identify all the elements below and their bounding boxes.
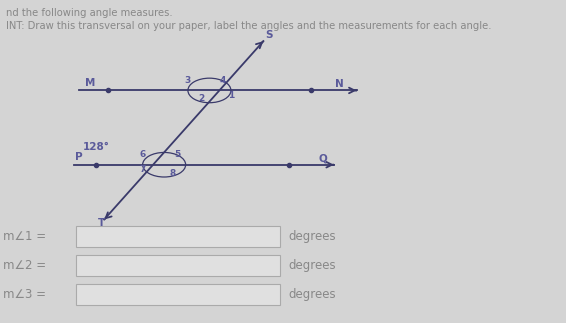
Text: 1: 1 [228, 91, 234, 100]
Text: m∠3 =: m∠3 = [3, 288, 46, 301]
FancyBboxPatch shape [76, 255, 280, 276]
Text: 3: 3 [185, 76, 191, 85]
FancyBboxPatch shape [76, 226, 280, 247]
FancyBboxPatch shape [76, 284, 280, 305]
Text: S: S [265, 30, 273, 40]
Text: 6: 6 [139, 150, 145, 159]
Text: N: N [335, 78, 344, 89]
Text: 5: 5 [174, 150, 181, 159]
Text: T: T [98, 218, 105, 228]
Text: 8: 8 [169, 169, 175, 178]
Text: 2: 2 [198, 94, 204, 103]
Text: P: P [75, 152, 83, 162]
Text: M: M [85, 78, 96, 88]
Text: 128°: 128° [83, 142, 110, 152]
Text: m∠2 =: m∠2 = [3, 259, 46, 272]
Text: nd the following angle measures.: nd the following angle measures. [6, 8, 172, 18]
Text: Q: Q [318, 153, 327, 163]
Text: 7: 7 [139, 165, 145, 174]
Text: m∠1 =: m∠1 = [3, 230, 46, 243]
Text: degrees: degrees [289, 288, 336, 301]
Text: degrees: degrees [289, 259, 336, 272]
Text: INT: Draw this transversal on your paper, label the angles and the measurements : INT: Draw this transversal on your paper… [6, 21, 491, 31]
Text: 4: 4 [220, 76, 226, 85]
Text: degrees: degrees [289, 230, 336, 243]
